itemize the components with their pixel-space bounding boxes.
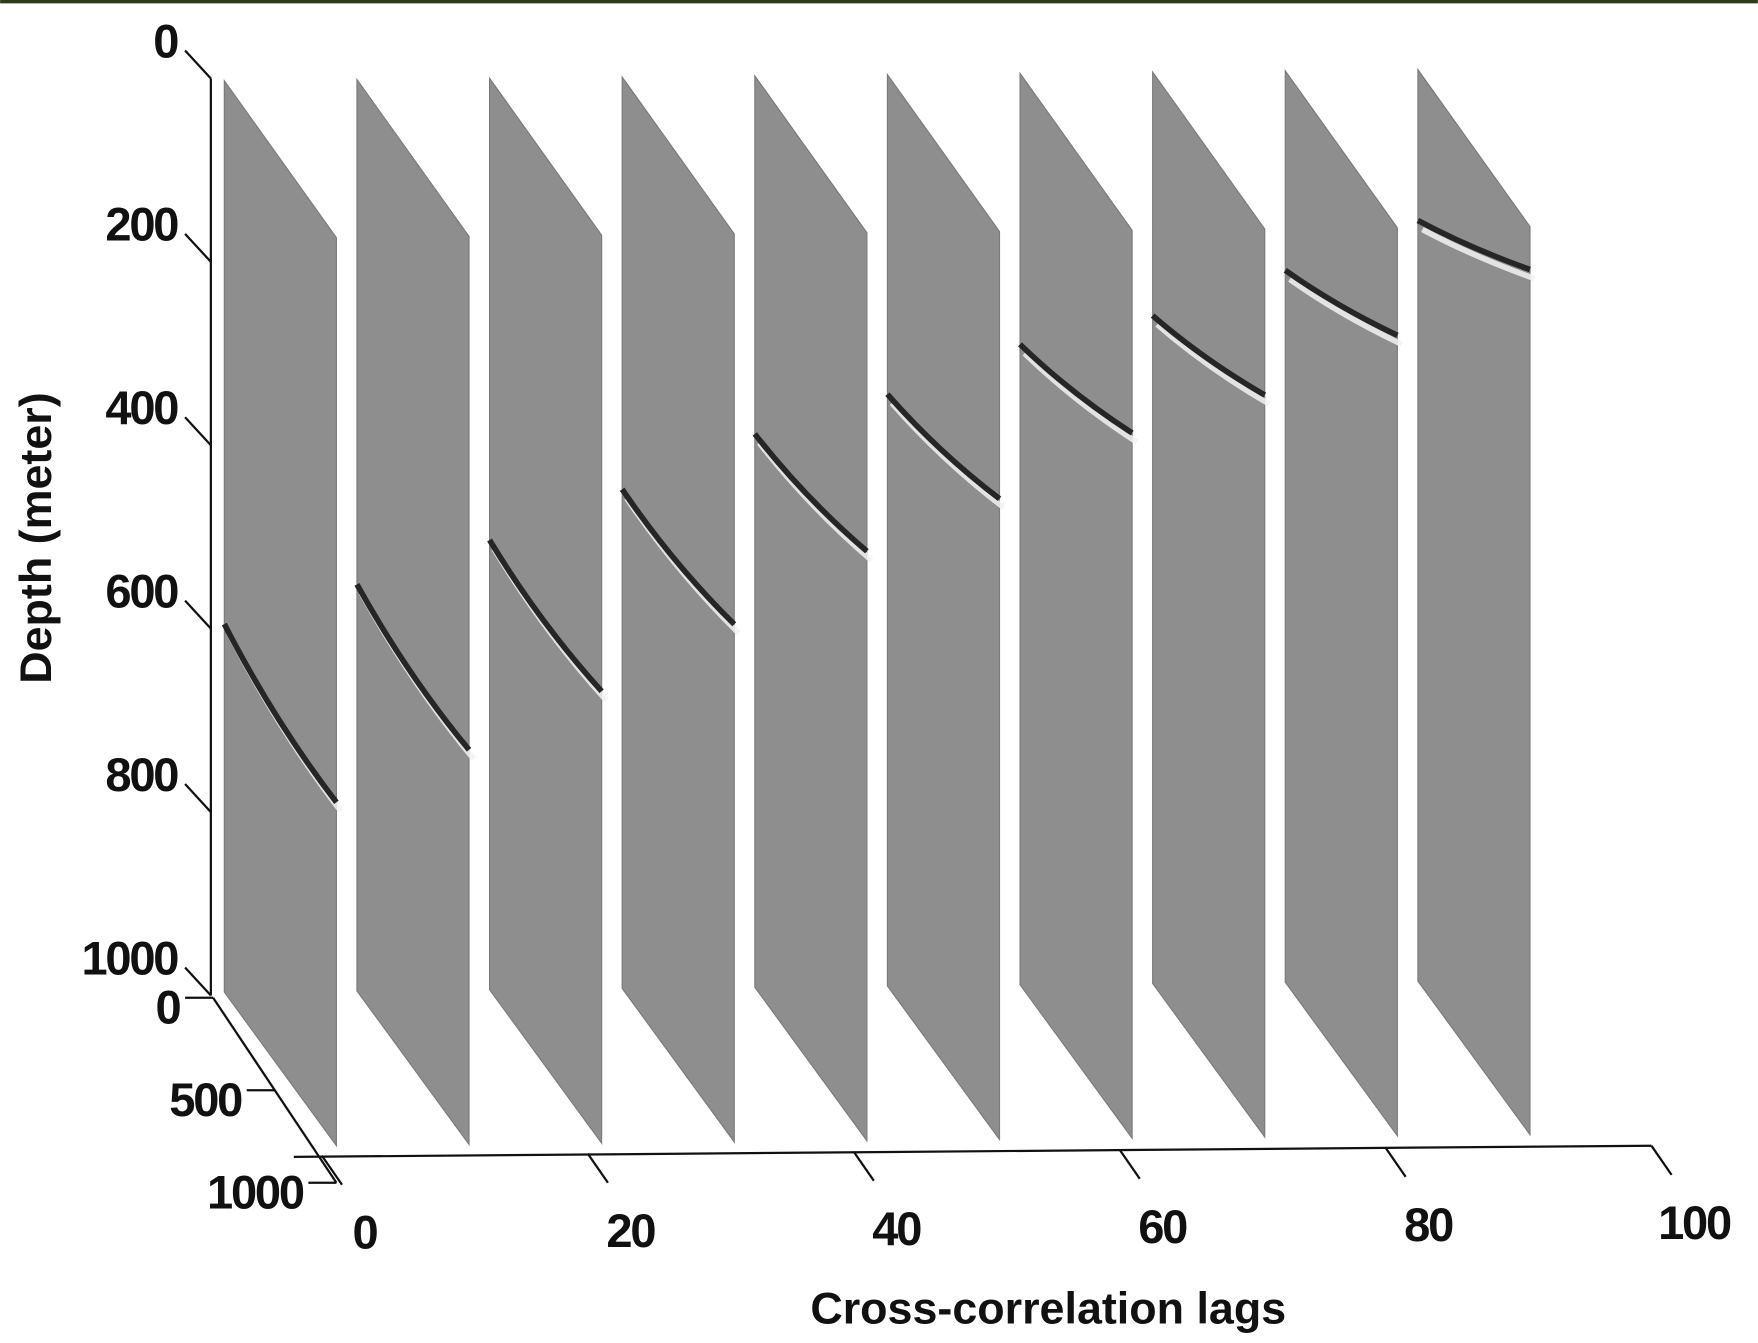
slice [887,75,999,1140]
y-tick [185,234,211,262]
slice [1285,71,1397,1136]
y-tick-label: 600 [105,564,178,617]
z-tick-label: 0 [156,981,181,1034]
y-axis-title: Depth (meter) [10,392,61,683]
x-tick-label: 0 [352,1206,377,1259]
x-tick-label: 40 [872,1202,921,1255]
y-tick [185,784,211,812]
y-tick [185,417,211,445]
x-axis [294,1146,1652,1157]
y-tick-label: 0 [153,14,178,67]
x-tick-label: 60 [1138,1200,1187,1253]
slice [1153,72,1265,1137]
y-tick [185,50,211,78]
y-tick-label: 200 [105,198,178,251]
y-tick [185,967,211,995]
slice [1020,73,1132,1138]
z-tick-label: 1000 [207,1166,304,1219]
z-tick-label: 500 [169,1073,242,1126]
slice [490,78,602,1143]
y-tick-label: 800 [105,748,178,801]
slice [755,76,867,1141]
x-tick [588,1154,608,1183]
top-border [0,0,1758,3]
page: {"chart_data":{"type":"slices3d", "x_lab… [0,0,1758,1343]
y-tick-label: 400 [105,381,178,434]
x-tick-label: 100 [1658,1196,1731,1249]
x-tick-label: 20 [606,1204,655,1257]
x-tick-label: 80 [1404,1198,1453,1251]
x-tick [1385,1148,1405,1177]
x-tick [854,1152,874,1181]
x-tick [1120,1150,1140,1179]
chart: Depth (meter) Cross-correlation lags 0 20… [0,0,1758,1343]
x-tick [322,1156,342,1185]
y-tick [185,601,211,629]
x-axis-title: Cross-correlation lags [810,1282,1286,1333]
y-tick-label: 1000 [81,931,178,984]
x-tick [1651,1146,1671,1175]
slice [224,81,336,1146]
